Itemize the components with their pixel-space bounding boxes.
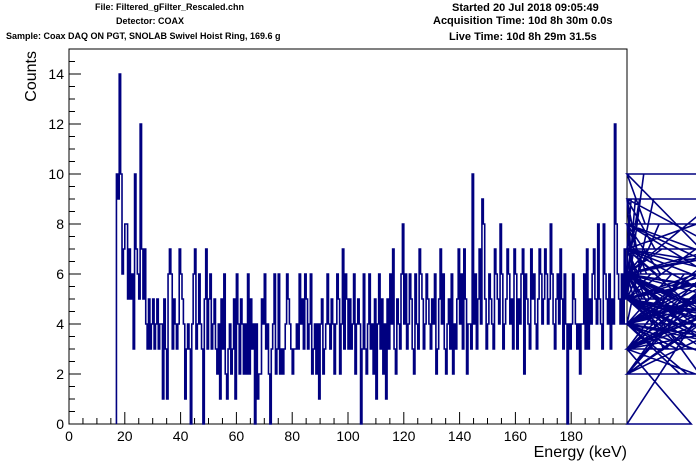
y-tick-label: 14: [48, 66, 64, 82]
y-axis-title: Counts: [23, 51, 40, 102]
start-time-label: Started 20 Jul 2018 09:05:49: [452, 2, 599, 14]
x-axis-title: Energy (keV): [534, 444, 627, 461]
y-tick-label: 12: [48, 116, 64, 132]
x-tick-label: 120: [392, 428, 416, 444]
x-tick-label: 140: [448, 428, 472, 444]
live-time-label: Live Time: 10d 8h 29m 31.5s: [449, 31, 597, 43]
x-tick-label: 160: [504, 428, 528, 444]
y-tick-label: 2: [56, 366, 64, 382]
x-tick-label: 0: [65, 428, 73, 444]
plot-frame: [68, 48, 628, 425]
file-name-label: File: Filtered_gFilter_Rescaled.chn: [95, 2, 245, 12]
spectrum-histogram-line: [115, 73, 696, 425]
x-tick-label: 100: [336, 428, 360, 444]
y-tick-label: 0: [56, 416, 64, 432]
sample-label: Sample: Coax DAQ ON PGT, SNOLAB Swivel H…: [6, 31, 281, 41]
x-tick-label: 80: [284, 428, 300, 444]
y-tick-label: 10: [48, 166, 64, 182]
x-tick-label: 60: [229, 428, 245, 444]
y-tick-label: 6: [56, 266, 64, 282]
y-tick-label: 8: [56, 216, 64, 232]
acquisition-time-label: Acquisition Time: 10d 8h 30m 0.0s: [433, 15, 613, 27]
y-tick-label: 4: [56, 316, 64, 332]
x-tick-label: 20: [117, 428, 133, 444]
x-tick-label: 180: [560, 428, 584, 444]
x-tick-label: 40: [173, 428, 189, 444]
detector-label: Detector: COAX: [116, 16, 185, 26]
y-axis-ticks: 0 2 4 6 8 10 12 14: [48, 48, 81, 432]
x-axis-ticks: 0 20 40 60 80 100 120 140 160 180: [65, 412, 628, 444]
